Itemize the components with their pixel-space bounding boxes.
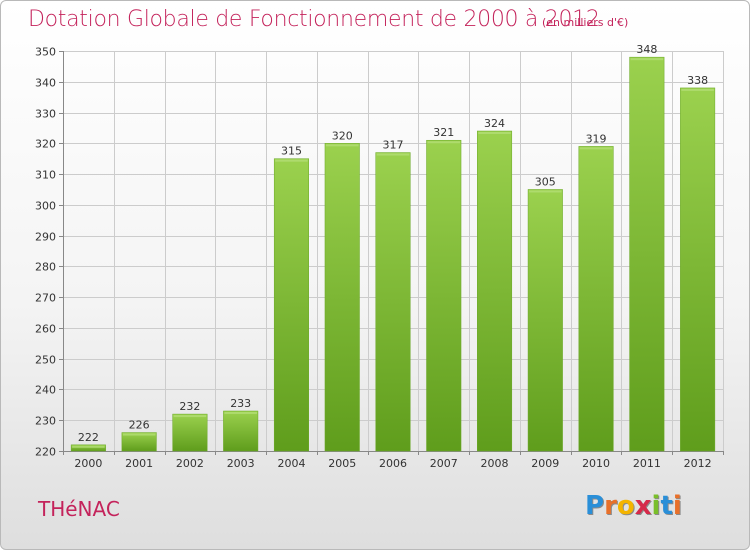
y-tick-label: 280 — [35, 261, 56, 274]
bar-2011 — [629, 56, 665, 452]
value-label-2005: 320 — [332, 129, 353, 142]
place-name: THéNAC — [38, 497, 120, 521]
bar-2002 — [172, 413, 208, 452]
y-tick-label: 330 — [35, 108, 56, 121]
value-label-2010: 319 — [586, 132, 607, 145]
axes — [59, 51, 724, 455]
bars — [70, 56, 716, 452]
x-tick-label-2008: 2008 — [481, 457, 509, 470]
bar-highlight-2007 — [427, 141, 461, 144]
y-tick-label: 300 — [35, 200, 56, 213]
bar-2000 — [70, 444, 106, 452]
x-tick-label-2011: 2011 — [633, 457, 661, 470]
bar-2001 — [121, 432, 157, 452]
bar-2007 — [426, 139, 462, 452]
y-tick-label: 340 — [35, 77, 56, 90]
bar-2005 — [324, 143, 360, 452]
y-tick-label: 310 — [35, 169, 56, 182]
bar-2004 — [273, 158, 309, 452]
y-tick-label: 250 — [35, 354, 56, 367]
bar-2012 — [680, 87, 716, 452]
value-label-2012: 338 — [687, 74, 708, 87]
bar-highlight-2000 — [72, 445, 105, 448]
bar-2006 — [375, 152, 411, 452]
logo-letter: o — [616, 491, 635, 521]
x-tick-label-2006: 2006 — [379, 457, 407, 470]
value-label-2008: 324 — [484, 117, 505, 130]
logo-letter: P — [585, 491, 605, 521]
logo-letter: x — [634, 491, 652, 521]
logo-letter: t — [660, 491, 673, 521]
y-tick-label: 320 — [35, 138, 56, 151]
y-tick-label: 260 — [35, 323, 56, 336]
bar-highlight-2005 — [325, 144, 359, 147]
x-tick-label-2007: 2007 — [430, 457, 458, 470]
bar-highlight-2011 — [630, 58, 664, 61]
y-tick-label: 270 — [35, 292, 56, 305]
x-tick-label-2001: 2001 — [125, 457, 153, 470]
value-label-2002: 232 — [179, 400, 200, 413]
bar-highlight-2002 — [173, 415, 207, 418]
bar-highlight-2003 — [224, 412, 257, 414]
logo-letter: i — [672, 491, 682, 521]
bar-highlight-2012 — [681, 88, 714, 91]
y-tick-label: 220 — [35, 446, 56, 459]
value-label-2009: 305 — [535, 175, 556, 188]
bar-2008 — [477, 130, 513, 452]
value-label-2011: 348 — [636, 43, 657, 56]
y-tick-label: 350 — [35, 46, 56, 59]
x-tick-label-2004: 2004 — [277, 457, 305, 470]
logo-letter: r — [604, 491, 617, 521]
bar-highlight-2010 — [579, 147, 613, 150]
x-tick-label-2003: 2003 — [227, 457, 255, 470]
x-tick-label-2000: 2000 — [74, 457, 102, 470]
value-label-2007: 321 — [433, 126, 454, 139]
logo-letter: i — [651, 491, 661, 521]
value-label-2003: 233 — [230, 397, 251, 410]
proxiti-logo: Proxiti — [585, 491, 682, 523]
value-label-2004: 315 — [281, 145, 302, 158]
bar-highlight-2006 — [376, 153, 410, 156]
bar-2003 — [223, 410, 259, 452]
bar-highlight-2001 — [122, 433, 156, 436]
chart-subtitle: (en milliers d'€) — [542, 16, 629, 29]
x-tick-label-2005: 2005 — [328, 457, 356, 470]
bar-2009 — [527, 189, 563, 452]
bar-highlight-2009 — [529, 190, 562, 193]
x-tick-label-2012: 2012 — [684, 457, 712, 470]
x-tick-label-2009: 2009 — [531, 457, 559, 470]
bar-highlight-2008 — [478, 132, 511, 134]
value-label-2000: 222 — [78, 431, 99, 444]
bar-2010 — [578, 146, 614, 452]
value-label-2006: 317 — [383, 139, 404, 152]
y-tick-label: 240 — [35, 384, 56, 397]
value-label-2001: 226 — [129, 419, 150, 432]
y-tick-label: 290 — [35, 231, 56, 244]
y-tick-label: 230 — [35, 415, 56, 428]
x-tick-label-2010: 2010 — [582, 457, 610, 470]
bar-highlight-2004 — [275, 159, 308, 162]
labels: 220 230 240 250 260 270 280 290 300 310 320 330 340 3… — [35, 43, 712, 470]
chart-title: Dotation Globale de Fonctionnement de 20… — [28, 7, 600, 32]
x-tick-label-2002: 2002 — [176, 457, 204, 470]
